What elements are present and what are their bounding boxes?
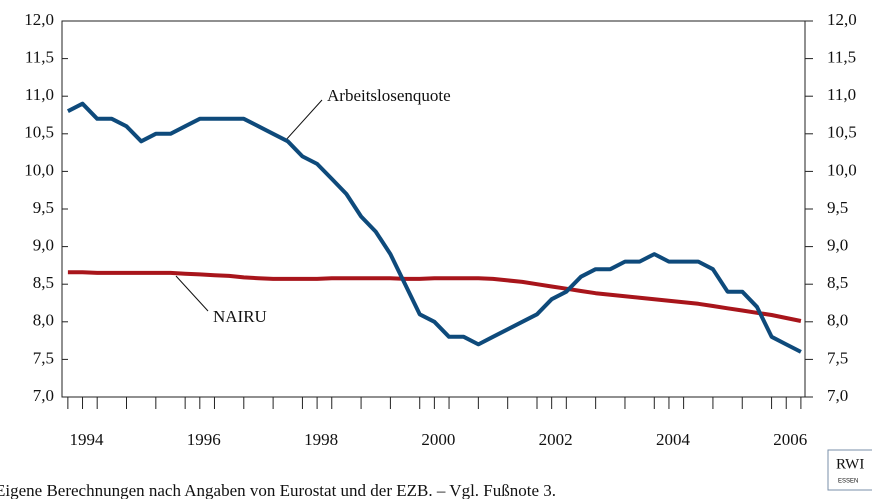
y-tick-label: 8,0 bbox=[33, 311, 54, 330]
y2-tick-label: 10,0 bbox=[827, 160, 857, 179]
logo-city: ESSEN bbox=[838, 479, 858, 485]
x-tick-label: 1996 bbox=[187, 430, 221, 449]
y2-tick-label: 7,0 bbox=[827, 386, 848, 405]
x-tick-label: 1994 bbox=[70, 430, 105, 449]
x-tick-label: 2006 bbox=[773, 430, 807, 449]
series-label: Arbeitslosenquote bbox=[327, 86, 451, 105]
y-tick-label: 7,5 bbox=[33, 348, 54, 367]
x-tick-label: 2004 bbox=[656, 430, 691, 449]
y-tick-label: 9,0 bbox=[33, 236, 54, 255]
plot-frame bbox=[61, 20, 806, 398]
series-label: NAIRU bbox=[213, 307, 267, 326]
y2-tick-label: 9,5 bbox=[827, 198, 848, 217]
y2-tick-label: 12,0 bbox=[827, 10, 857, 29]
y2-tick-label: 8,5 bbox=[827, 273, 848, 292]
x-tick-label: 2002 bbox=[539, 430, 573, 449]
y2-tick-label: 11,0 bbox=[827, 85, 856, 104]
y-tick-label: 8,5 bbox=[33, 273, 54, 292]
logo-box bbox=[827, 449, 872, 491]
series-line bbox=[66, 101, 802, 354]
x-tick-label: 1998 bbox=[304, 430, 338, 449]
annotation-leader bbox=[284, 99, 323, 142]
annotation-leader bbox=[175, 275, 209, 312]
y2-tick-label: 10,5 bbox=[827, 123, 857, 142]
y-tick-label: 11,5 bbox=[25, 48, 54, 67]
y-tick-label: 7,0 bbox=[33, 386, 54, 405]
source-note: Eigene Berechnungen nach Angaben von Eur… bbox=[0, 481, 556, 499]
y-tick-label: 10,0 bbox=[24, 160, 54, 179]
y-tick-label: 10,5 bbox=[24, 123, 54, 142]
logo-name: RWI bbox=[836, 456, 864, 472]
y-tick-label: 11,0 bbox=[25, 85, 54, 104]
y-tick-label: 12,0 bbox=[24, 10, 54, 29]
series-line bbox=[67, 270, 802, 323]
y2-tick-label: 11,5 bbox=[827, 48, 856, 67]
y2-tick-label: 7,5 bbox=[827, 348, 848, 367]
x-tick-label: 2000 bbox=[421, 430, 455, 449]
y-tick-label: 9,5 bbox=[33, 198, 54, 217]
y2-tick-label: 8,0 bbox=[827, 311, 848, 330]
y2-tick-label: 9,0 bbox=[827, 236, 848, 255]
